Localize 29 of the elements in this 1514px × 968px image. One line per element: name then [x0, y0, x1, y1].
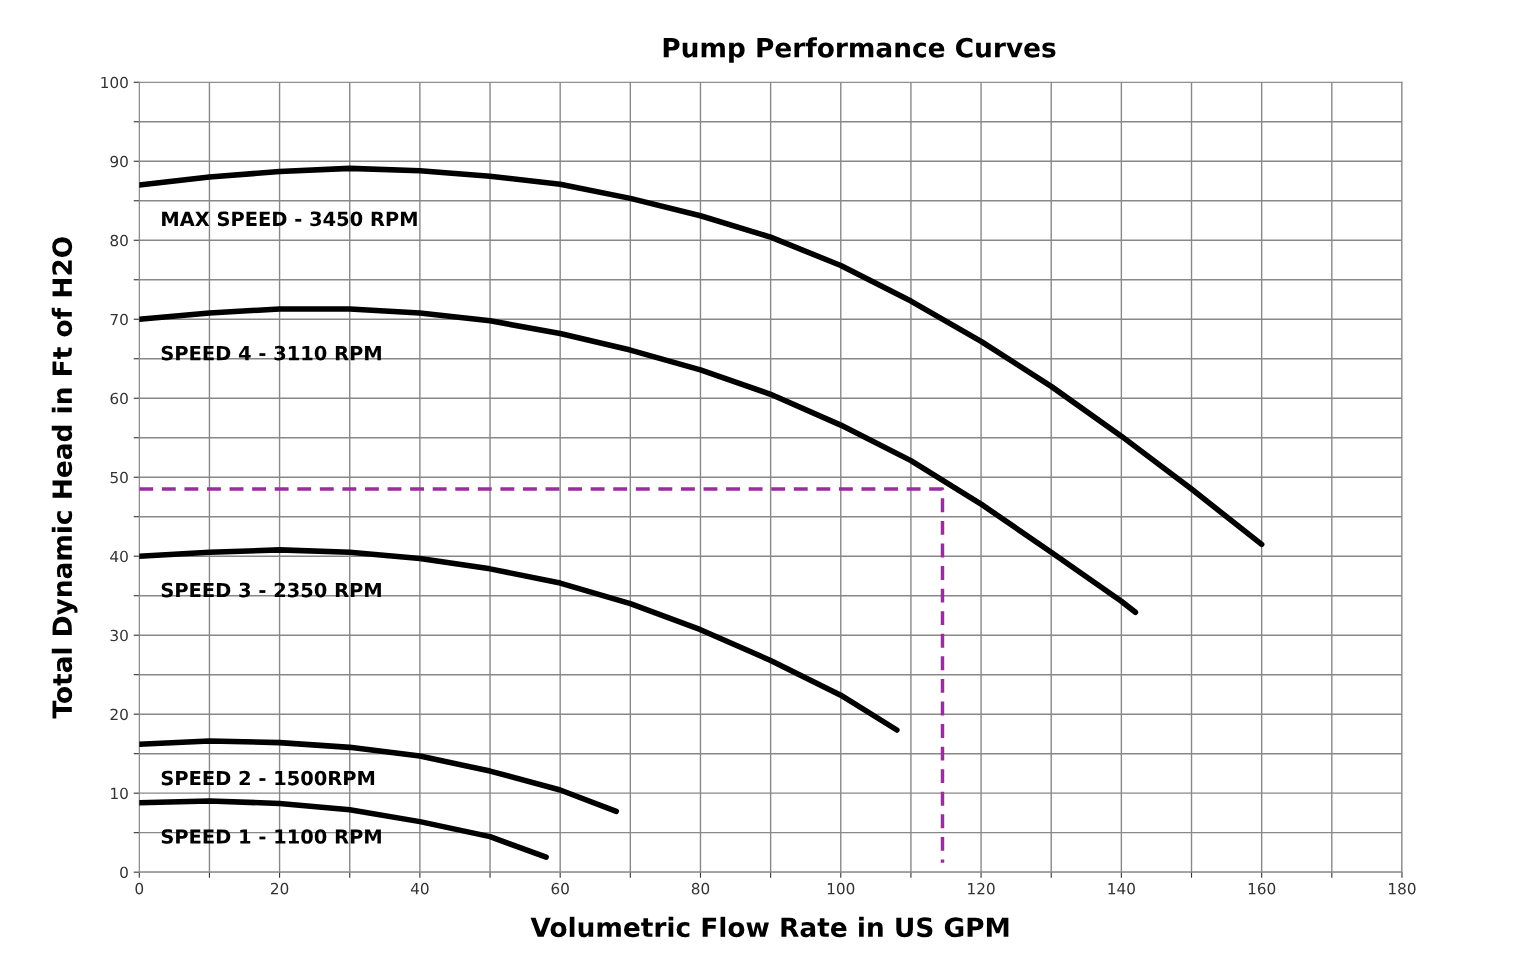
x-tick-label: 140 [1108, 882, 1135, 895]
x-tick-label: 20 [270, 882, 289, 895]
x-axis-title: Volumetric Flow Rate in US GPM [530, 916, 1009, 938]
y-tick-label: 30 [110, 629, 128, 642]
y-tick-label: 50 [110, 471, 128, 484]
x-tick-label: 40 [410, 882, 429, 895]
y-tick-label: 10 [111, 787, 128, 800]
series-label: SPEED 2 - 1500RPM [161, 770, 375, 786]
chart-title: Pump Performance Curves [663, 37, 1056, 63]
y-tick-label: 100 [101, 76, 128, 89]
y-tick-label: 60 [110, 392, 128, 405]
x-tick-label: 120 [968, 882, 995, 895]
series-label: SPEED 4 - 3110 RPM [161, 345, 381, 361]
x-tick-label: 180 [1389, 882, 1416, 895]
series-label: SPEED 1 - 1100 RPM [161, 829, 381, 844]
x-tick-label: 100 [827, 882, 855, 895]
x-tick-label: 160 [1248, 882, 1276, 895]
y-tick-label: 20 [110, 708, 128, 721]
y-tick-label: 70 [110, 313, 128, 326]
series-label: MAX SPEED - 3450 RPM [162, 211, 417, 227]
y-tick-label: 90 [110, 155, 128, 168]
y-tick-label: 40 [110, 550, 128, 563]
x-tick-label: 0 [135, 882, 144, 895]
y-tick-label: 80 [110, 234, 128, 247]
x-tick-label: 80 [691, 882, 710, 895]
y-tick-label: 0 [120, 866, 128, 879]
y-axis-title: Total Dynamic Head in Ft of H2O [51, 237, 78, 719]
series-label: SPEED 3 - 2350 RPM [161, 582, 381, 598]
x-tick-label: 60 [551, 882, 569, 895]
